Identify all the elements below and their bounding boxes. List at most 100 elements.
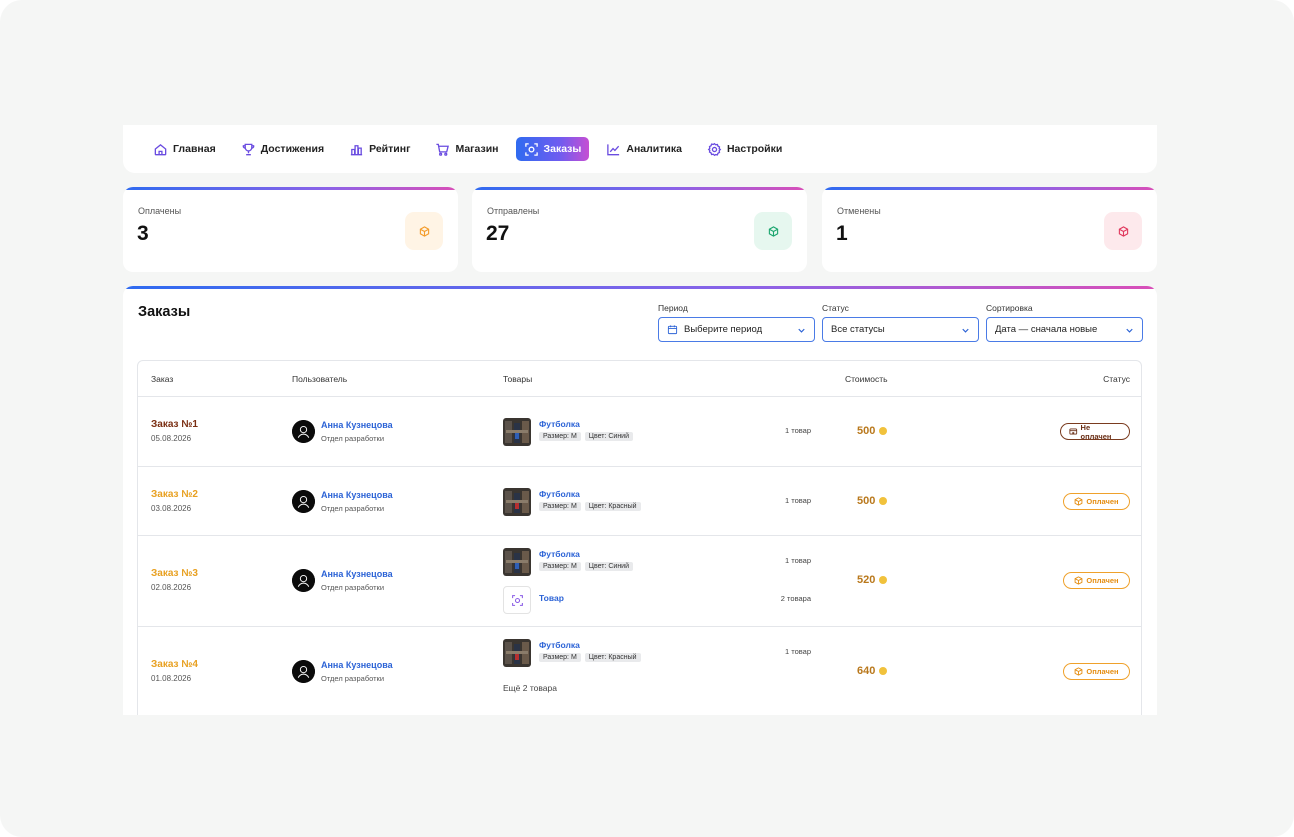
table-row[interactable]: Заказ №3 02.08.2026 Анна Кузнецова Отдел… — [138, 536, 1141, 627]
box-icon — [1118, 225, 1128, 237]
order-date: 05.08.2026 — [151, 434, 192, 443]
nav-item-analytics[interactable]: Аналитика — [598, 137, 690, 161]
avatar — [292, 490, 315, 513]
box-icon — [1075, 497, 1083, 506]
stats-row: Оплачены 3 Отправлены 27 Отменены 1 — [123, 187, 1157, 272]
product-thumbnail[interactable] — [503, 418, 531, 446]
nav-item-rating[interactable]: Рейтинг — [341, 137, 418, 161]
tag-color: Цвет: Красный — [584, 653, 641, 662]
orders-icon — [524, 142, 538, 156]
order-title[interactable]: Заказ №4 — [151, 659, 198, 670]
order-price: 500 — [857, 425, 888, 437]
coin-icon — [879, 667, 888, 675]
stat-value: 1 — [836, 222, 848, 245]
col-user: Пользователь — [292, 374, 348, 384]
period-select[interactable]: Выберите период — [658, 317, 815, 342]
stat-accent-bar — [822, 187, 1157, 190]
product-thumbnail[interactable] — [503, 488, 531, 516]
status-text: Не оплачен — [1080, 422, 1112, 441]
sort-select-value: Дата — сначала новые — [995, 324, 1098, 335]
nav-item-achievements[interactable]: Достижения — [233, 137, 332, 161]
stat-value: 27 — [486, 222, 510, 245]
col-cost: Стоимость — [845, 374, 888, 384]
avatar — [292, 420, 315, 443]
tag-size: Размер: M — [539, 432, 581, 441]
user-avatar-icon — [292, 490, 315, 513]
stat-card-cancelled: Отменены 1 — [822, 187, 1157, 272]
nav-item-settings[interactable]: Настройки — [699, 137, 790, 161]
chevron-down-icon — [962, 328, 969, 333]
product-thumbnail[interactable] — [503, 548, 531, 576]
unpaid-icon — [1069, 428, 1078, 435]
stat-icon-wrap — [754, 212, 792, 250]
product-thumbnail[interactable] — [503, 586, 531, 614]
nav-label-settings: Настройки — [726, 143, 783, 155]
price-value: 500 — [857, 495, 876, 507]
analytics-icon — [607, 143, 620, 155]
nav-label-rating: Рейтинг — [369, 143, 411, 155]
product-name-link[interactable]: Футболка — [539, 640, 580, 650]
filter-sort: Сортировка Дата — сначала новые — [986, 303, 1143, 342]
product-name-link[interactable]: Футболка — [539, 419, 580, 429]
stat-label: Отправлены — [487, 206, 540, 216]
cart-icon — [436, 143, 450, 156]
tag-size: Размер: M — [539, 653, 581, 662]
box-icon — [1075, 576, 1083, 585]
product-thumbnail[interactable] — [503, 639, 531, 667]
order-title[interactable]: Заказ №2 — [151, 489, 198, 500]
status-badge: Оплачен — [1063, 572, 1130, 589]
product-qty: 2 товара — [780, 594, 811, 603]
product-tags: Размер: M Цвет: Красный — [539, 502, 641, 511]
status-select[interactable]: Все статусы — [822, 317, 979, 342]
table-row[interactable]: Заказ №4 01.08.2026 Анна Кузнецова Отдел… — [138, 627, 1141, 715]
chevron-down-icon — [798, 328, 805, 333]
table-row[interactable]: Заказ №2 03.08.2026 Анна Кузнецова Отдел… — [138, 467, 1141, 536]
rating-icon — [350, 144, 363, 155]
status-text: Оплачен — [1086, 667, 1119, 676]
product-photo-icon — [503, 639, 531, 667]
orders-panel: Заказы Период Выберите период Статус Все… — [123, 286, 1157, 715]
product-name-link[interactable]: Товар — [539, 593, 564, 603]
product-name-link[interactable]: Футболка — [539, 549, 580, 559]
nav-item-home[interactable]: Главная — [145, 137, 224, 161]
filter-label: Период — [658, 303, 688, 313]
home-icon — [154, 143, 167, 155]
avatar — [292, 569, 315, 592]
filter-label: Сортировка — [986, 303, 1033, 313]
settings-icon — [707, 142, 722, 156]
user-dept: Отдел разработки — [321, 583, 385, 592]
col-order: Заказ — [151, 374, 174, 384]
order-title[interactable]: Заказ №3 — [151, 568, 198, 579]
user-name-link[interactable]: Анна Кузнецова — [321, 420, 393, 430]
nav-item-orders[interactable]: Заказы — [515, 137, 590, 161]
stat-icon-wrap — [1104, 212, 1142, 250]
filter-period: Период Выберите период — [658, 303, 815, 342]
panel-accent-bar — [123, 286, 1157, 289]
order-date: 01.08.2026 — [151, 674, 192, 683]
more-items-link[interactable]: Ещё 2 товара — [503, 683, 557, 693]
tag-size: Размер: M — [539, 502, 581, 511]
table-row[interactable]: Заказ №1 05.08.2026 Анна Кузнецова Отдел… — [138, 397, 1141, 467]
user-name-link[interactable]: Анна Кузнецова — [321, 490, 393, 500]
user-avatar-icon — [292, 569, 315, 592]
box-icon — [768, 225, 778, 237]
stat-accent-bar — [472, 187, 807, 190]
nav-item-shop[interactable]: Магазин — [427, 137, 506, 161]
price-value: 520 — [857, 574, 876, 586]
coin-icon — [879, 576, 888, 584]
product-qty: 1 товар — [784, 647, 811, 656]
order-title[interactable]: Заказ №1 — [151, 419, 198, 430]
stat-card-paid: Оплачены 3 — [123, 187, 458, 272]
stat-label: Оплачены — [138, 206, 182, 216]
product-name-link[interactable]: Футболка — [539, 489, 580, 499]
stat-card-sent: Отправлены 27 — [472, 187, 807, 272]
sort-select[interactable]: Дата — сначала новые — [986, 317, 1143, 342]
status-select-value: Все статусы — [831, 324, 885, 335]
page-title: Заказы — [138, 304, 191, 320]
filter-status: Статус Все статусы — [822, 303, 979, 342]
coin-icon — [879, 497, 888, 505]
status-text: Оплачен — [1086, 576, 1119, 585]
user-name-link[interactable]: Анна Кузнецова — [321, 660, 393, 670]
user-name-link[interactable]: Анна Кузнецова — [321, 569, 393, 579]
stat-accent-bar — [123, 187, 458, 190]
